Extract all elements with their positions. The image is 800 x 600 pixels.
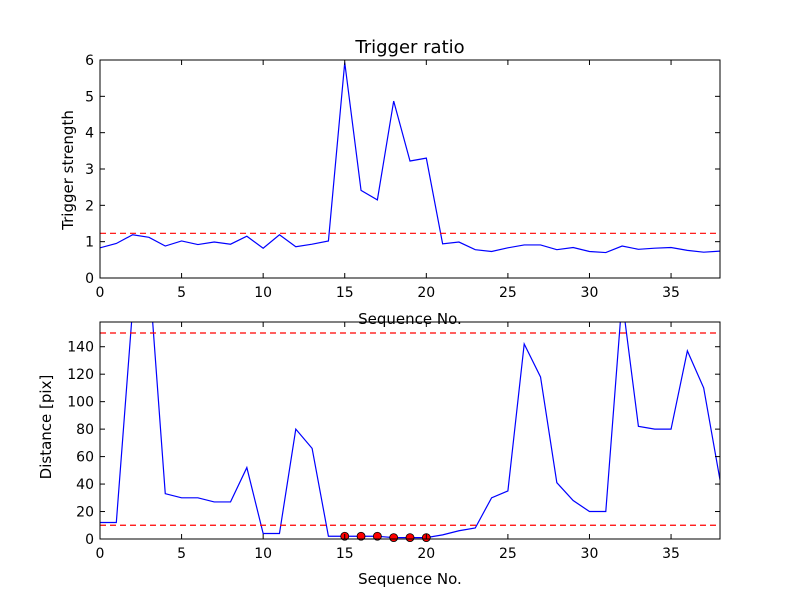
x-tick-label: 30 [581,546,599,562]
distance-axes: 0 5 10 15 20 25 30 35 0 20 40 60 80 100 120 140 Sequenc… [37,321,721,588]
y-tick-label: 6 [85,53,94,69]
trigger-ratio-plot-area: 0 5 10 15 20 25 30 35 0 1 2 3 4 5 6 [85,53,721,301]
trigger-ratio-axes: Trigger ratio 0 5 10 15 20 25 30 35 0 1 2 3 4 5 6 Sequ… [59,37,721,328]
x-tick-label: 0 [96,285,105,301]
x-tick-label: 35 [662,546,680,562]
x-tick-label: 15 [336,546,354,562]
y-tick-label: 1 [85,235,94,251]
axes-frame [99,321,721,540]
y-tick-label: 120 [67,367,94,383]
y-tick-label: 20 [76,505,94,521]
y-tick-label: 4 [85,126,94,142]
x-tick-label: 25 [499,285,517,301]
y-tick-label: 40 [76,477,94,493]
y-tick-label: 3 [85,162,94,178]
x-tick-label: 35 [662,285,680,301]
y-tick-label: 60 [76,450,94,466]
x-axis-label: Sequence No. [358,570,462,588]
x-tick-label: 20 [417,285,435,301]
x-tick-label: 25 [499,546,517,562]
data-point-marker [356,531,366,541]
x-tick-label: 0 [96,546,105,562]
x-tick-label: 5 [177,546,186,562]
series-line [100,62,720,254]
y-axis-label: Distance [pix] [37,375,55,480]
y-tick-label: 2 [85,198,94,214]
data-point-marker [372,531,382,541]
x-tick-label: 10 [254,285,272,301]
x-tick-label: 15 [336,285,354,301]
x-tick-label: 20 [417,546,435,562]
x-tick-label: 5 [177,285,186,301]
y-tick-label: 0 [85,532,94,548]
x-tick-label: 30 [581,285,599,301]
y-tick-label: 80 [76,422,94,438]
chart-title: Trigger ratio [354,37,464,58]
distance-plot-area: 0 5 10 15 20 25 30 35 0 20 40 60 80 100 120 140 [67,321,721,562]
data-point-marker [405,533,415,543]
y-tick-label: 0 [85,271,94,287]
y-tick-label: 100 [67,395,94,411]
x-axis-label: Sequence No. [358,310,462,328]
y-tick-label: 5 [85,89,94,105]
y-axis-label: Trigger strength [59,110,77,231]
x-tick-label: 10 [254,546,272,562]
data-point-marker [389,533,399,543]
y-tick-label: 140 [67,340,94,356]
